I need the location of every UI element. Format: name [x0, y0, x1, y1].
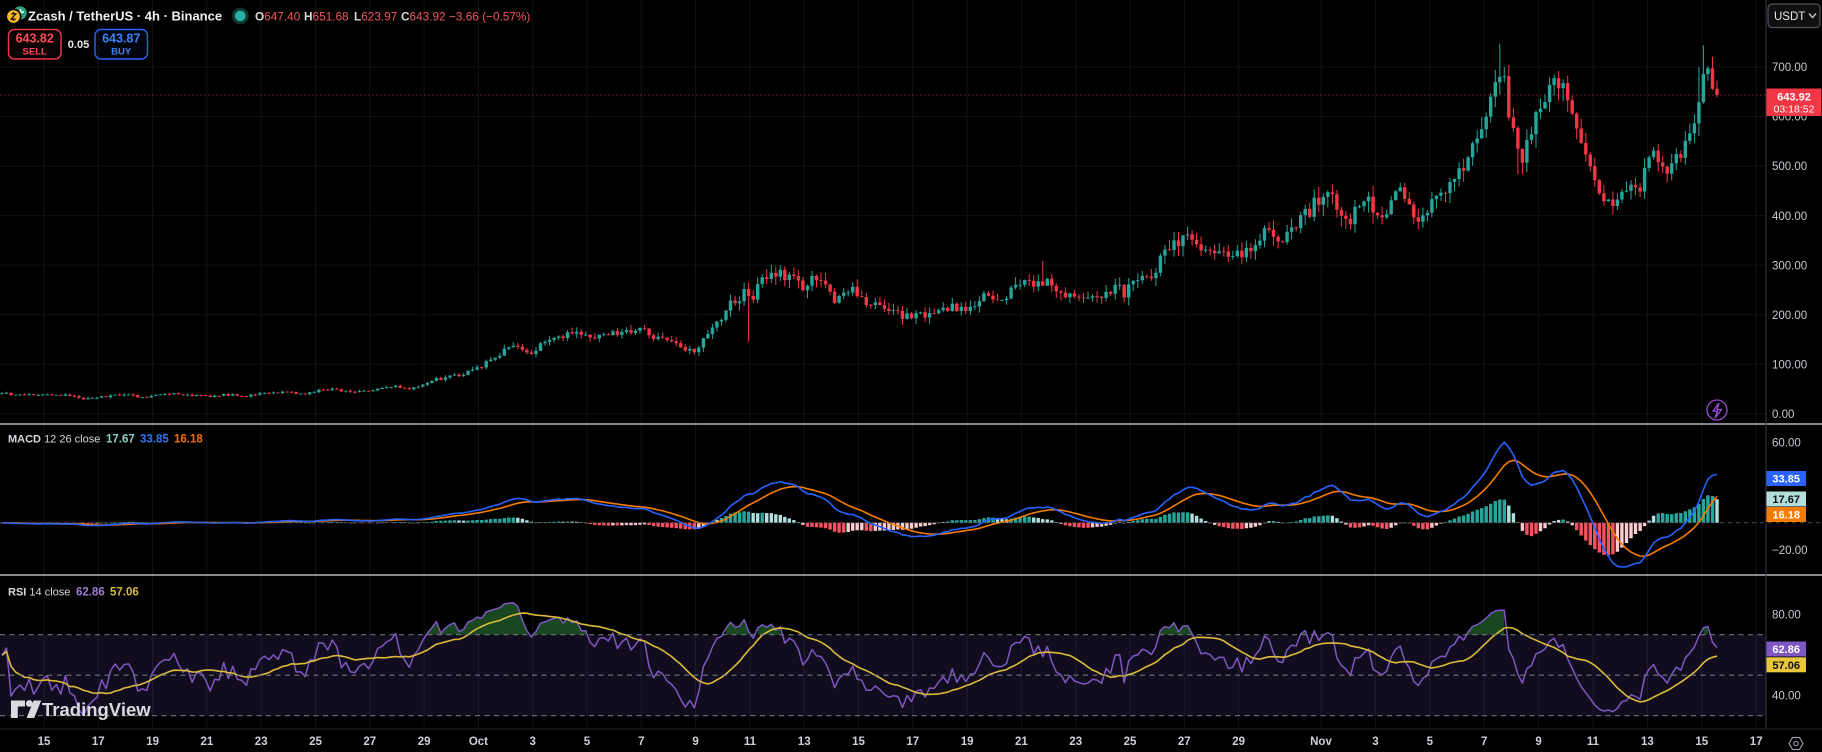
- svg-text:MACD 12 26 close: MACD 12 26 close: [8, 434, 100, 446]
- svg-text:BUY: BUY: [111, 47, 132, 58]
- svg-text:11: 11: [1587, 736, 1600, 748]
- svg-text:11: 11: [744, 736, 757, 748]
- svg-text:3: 3: [529, 736, 535, 748]
- svg-text:13: 13: [798, 736, 811, 748]
- svg-text:H651.68: H651.68: [304, 9, 349, 23]
- svg-text:500.00: 500.00: [1772, 161, 1807, 173]
- svg-text:RSI 14 close: RSI 14 close: [8, 586, 70, 598]
- svg-text:17.67: 17.67: [106, 434, 135, 446]
- svg-text:03:18:52: 03:18:52: [1774, 104, 1815, 116]
- svg-text:−20.00: −20.00: [1772, 545, 1808, 557]
- svg-text:21: 21: [1015, 736, 1028, 748]
- svg-text:62.86: 62.86: [76, 586, 105, 598]
- svg-text:15: 15: [1695, 736, 1708, 748]
- svg-text:100.00: 100.00: [1772, 359, 1807, 371]
- svg-text:9: 9: [692, 736, 698, 748]
- svg-text:USDT: USDT: [1774, 11, 1805, 23]
- svg-text:643.82: 643.82: [16, 32, 54, 46]
- svg-text:O647.40: O647.40: [255, 9, 301, 23]
- svg-text:C643.92: C643.92: [401, 9, 446, 23]
- svg-text:15: 15: [852, 736, 865, 748]
- svg-text:19: 19: [961, 736, 974, 748]
- svg-text:33.85: 33.85: [1772, 474, 1800, 486]
- svg-text:300.00: 300.00: [1772, 260, 1807, 272]
- svg-text:17.67: 17.67: [1772, 494, 1800, 506]
- svg-text:15: 15: [38, 736, 51, 748]
- svg-text:21: 21: [201, 736, 214, 748]
- svg-text:5: 5: [1427, 736, 1434, 748]
- svg-text:40.00: 40.00: [1772, 691, 1801, 703]
- svg-text:29: 29: [418, 736, 431, 748]
- svg-text:Nov: Nov: [1310, 736, 1332, 748]
- svg-text:L623.97: L623.97: [354, 9, 397, 23]
- svg-text:25: 25: [309, 736, 322, 748]
- svg-text:57.06: 57.06: [1772, 660, 1800, 672]
- svg-text:27: 27: [1178, 736, 1191, 748]
- svg-text:TradingView: TradingView: [42, 699, 151, 720]
- svg-text:200.00: 200.00: [1772, 310, 1807, 322]
- svg-text:SELL: SELL: [23, 47, 47, 58]
- svg-text:33.85: 33.85: [140, 434, 169, 446]
- svg-text:643.87: 643.87: [102, 32, 140, 46]
- svg-text:13: 13: [1641, 736, 1654, 748]
- svg-text:19: 19: [146, 736, 159, 748]
- svg-text:23: 23: [255, 736, 268, 748]
- svg-text:27: 27: [363, 736, 376, 748]
- svg-text:17: 17: [92, 736, 105, 748]
- svg-text:29: 29: [1232, 736, 1245, 748]
- svg-text:Zcash / TetherUS · 4h · Binanc: Zcash / TetherUS · 4h · Binance: [28, 9, 222, 24]
- svg-text:3: 3: [1372, 736, 1378, 748]
- svg-text:16.18: 16.18: [174, 434, 203, 446]
- svg-text:23: 23: [1069, 736, 1082, 748]
- svg-text:7: 7: [1481, 736, 1487, 748]
- svg-text:0.05: 0.05: [68, 39, 89, 51]
- svg-text:57.06: 57.06: [110, 586, 139, 598]
- svg-text:Oct: Oct: [469, 736, 488, 748]
- svg-text:5: 5: [584, 736, 591, 748]
- svg-text:0.00: 0.00: [1772, 409, 1794, 421]
- svg-text:400.00: 400.00: [1772, 211, 1807, 223]
- svg-text:700.00: 700.00: [1772, 62, 1807, 74]
- svg-text:60.00: 60.00: [1772, 437, 1801, 449]
- svg-text:17: 17: [906, 736, 919, 748]
- svg-text:80.00: 80.00: [1772, 610, 1801, 622]
- svg-text:−3.66 (−0.57%): −3.66 (−0.57%): [449, 9, 530, 23]
- svg-text:643.92: 643.92: [1777, 92, 1811, 104]
- svg-text:9: 9: [1535, 736, 1541, 748]
- svg-text:25: 25: [1124, 736, 1137, 748]
- svg-text:62.86: 62.86: [1772, 644, 1800, 656]
- svg-text:17: 17: [1750, 736, 1763, 748]
- svg-text:16.18: 16.18: [1772, 510, 1800, 522]
- svg-text:7: 7: [638, 736, 644, 748]
